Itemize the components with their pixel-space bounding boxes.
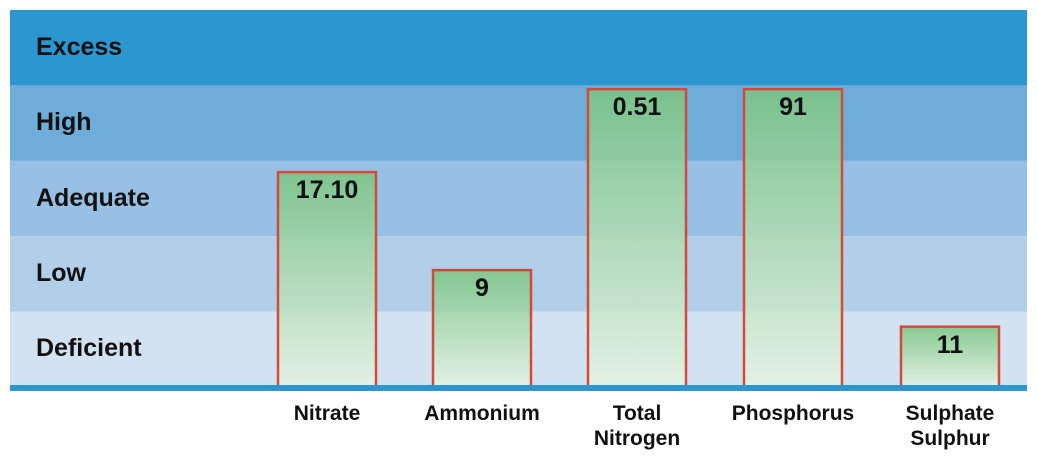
value-label-3: 91 xyxy=(779,93,807,122)
category-label-2: Total Nitrogen xyxy=(572,401,702,451)
category-label-0: Nitrate xyxy=(262,401,392,426)
band-label-excess: Excess xyxy=(36,32,123,61)
value-label-4: 11 xyxy=(936,330,964,359)
category-label-line: Ammonium xyxy=(424,402,540,425)
bar-4 xyxy=(901,326,999,387)
band-label-adequate: Adequate xyxy=(36,183,150,212)
band-label-high: High xyxy=(36,108,92,137)
bar-3 xyxy=(744,89,842,388)
category-label-line: Nitrogen xyxy=(593,427,681,451)
category-label-line: Sulphur xyxy=(910,427,990,451)
band-excess xyxy=(10,10,1027,86)
category-label-4: Sulphate Sulphur xyxy=(885,401,1015,451)
category-label-3: Phosphorus xyxy=(728,401,858,426)
bar-1 xyxy=(433,270,531,387)
bar-2 xyxy=(588,89,686,388)
band-label-low: Low xyxy=(36,258,86,287)
band-high xyxy=(10,85,1027,161)
bar-0 xyxy=(278,172,376,387)
baseline xyxy=(10,385,1027,391)
category-label-line: Phosphorus xyxy=(731,402,855,425)
band-adequate xyxy=(10,160,1027,237)
band-label-deficient: Deficient xyxy=(36,334,142,363)
value-label-2: 0.51 xyxy=(612,93,662,122)
category-label-line: Nitrate xyxy=(293,402,361,425)
category-label-line: Total xyxy=(612,402,662,425)
category-label-line: Sulphate xyxy=(905,402,995,425)
value-label-0: 17.10 xyxy=(295,176,359,205)
value-label-1: 9 xyxy=(475,274,489,303)
category-label-1: Ammonium xyxy=(417,401,547,426)
